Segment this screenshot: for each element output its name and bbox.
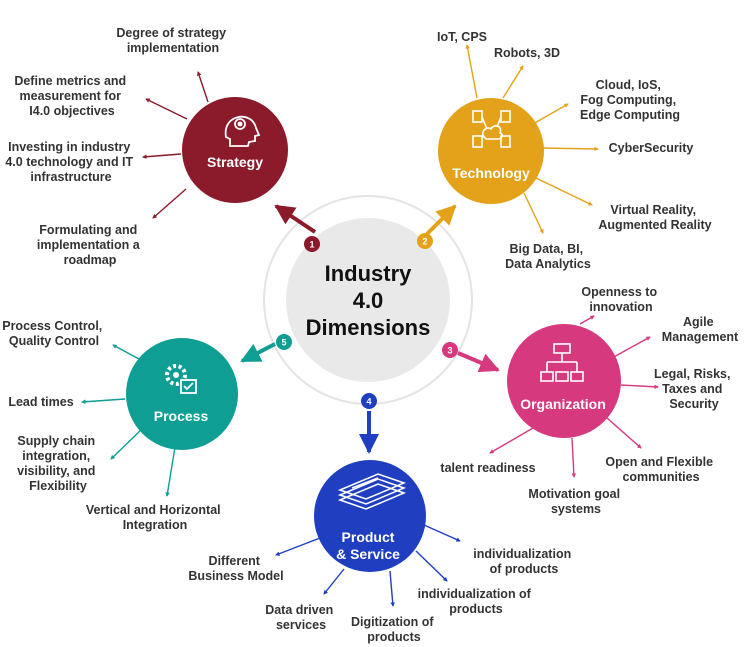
process-item-4: Vertical and Horizontal Integration <box>86 503 224 532</box>
technology-item-2: Robots, 3D <box>494 46 560 60</box>
technology-item-6: Big Data, BI, Data Analytics <box>505 242 591 271</box>
technology-branch-5 <box>535 177 593 206</box>
product-item-1: individualization of products <box>473 547 574 576</box>
product-branch-5 <box>275 537 321 556</box>
process-title: Process <box>154 408 209 424</box>
technology-number: 2 <box>422 237 427 247</box>
product-branch-2 <box>415 550 448 582</box>
product-branch-4 <box>323 568 345 595</box>
center-disc <box>286 218 450 382</box>
strategy-item-1: Degree of strategy implementation <box>116 26 229 55</box>
organization-item-1: Openness to innovation <box>581 285 660 314</box>
center-title-line-1: Industry <box>325 261 413 286</box>
technology-branch-6 <box>523 192 544 234</box>
technology-circle <box>438 98 544 204</box>
technology-item-4: CyberSecurity <box>609 141 694 155</box>
organization-item-3: Legal, Risks, Taxes and Security <box>654 367 734 411</box>
product-branch-1 <box>423 524 461 542</box>
technology-branch-4 <box>540 146 599 152</box>
process-connector <box>240 342 276 363</box>
technology-branch-3 <box>532 103 569 125</box>
strategy-title: Strategy <box>207 154 263 170</box>
technology-item-1: IoT, CPS <box>437 30 487 44</box>
technology-branch-1 <box>465 44 478 99</box>
organization-branch-1 <box>579 315 595 325</box>
organization-node: 3 Organization Openness to innovation Ag… <box>440 285 739 516</box>
process-item-1: Process Control, Quality Control <box>2 319 106 348</box>
organization-branch-2 <box>611 336 651 359</box>
center-title-line-2: 4.0 <box>353 288 384 313</box>
head-gear-icon <box>224 115 261 147</box>
strategy-node: 1 Strategy Degree of strategy implementa… <box>5 26 320 267</box>
organization-branch-3 <box>620 384 659 390</box>
strategy-number-badge <box>304 236 320 252</box>
organization-item-4: Open and Flexible communities <box>605 455 716 484</box>
network-cloud-icon <box>472 110 511 148</box>
product-branch-3 <box>389 570 395 607</box>
strategy-number: 1 <box>309 240 314 250</box>
organization-title: Organization <box>520 396 606 412</box>
document-stack-icon <box>337 473 407 510</box>
organization-number-badge <box>442 342 458 358</box>
technology-node: 2 Technology IoT, CPS Robots, 3D Cloud, … <box>417 30 712 271</box>
org-chart-icon <box>540 343 584 382</box>
organization-branch-4 <box>606 417 642 449</box>
strategy-branch-3 <box>142 153 182 159</box>
process-item-3: Supply chain integration, visibility, an… <box>17 434 99 493</box>
strategy-circle <box>182 97 288 203</box>
product-number-badge <box>361 393 377 409</box>
center-hub: Industry 4.0 Dimensions <box>263 195 473 405</box>
organization-connector <box>457 351 500 373</box>
process-number: 5 <box>281 338 286 348</box>
process-item-2: Lead times <box>8 395 73 409</box>
technology-number-badge <box>417 233 433 249</box>
gear-check-icon <box>165 364 197 394</box>
strategy-branch-2 <box>145 98 188 120</box>
product-item-5: Different Business Model <box>188 554 283 583</box>
organization-number: 3 <box>447 346 452 356</box>
technology-item-5: Virtual Reality, Augmented Reality <box>598 203 711 232</box>
organization-item-5: Motivation goal systems <box>528 487 623 516</box>
product-circle <box>314 460 426 572</box>
strategy-branch-1 <box>197 71 209 103</box>
strategy-item-4: Formulating and implementation a roadmap <box>37 223 143 267</box>
product-number: 4 <box>366 397 371 407</box>
process-node: 5 Process Process Control, Quality Contr… <box>2 319 292 532</box>
strategy-item-2: Define metrics and measurement for I4.0 … <box>14 74 129 118</box>
technology-connector <box>425 204 457 236</box>
organization-branch-5 <box>571 437 577 478</box>
strategy-item-3: Investing in industry 4.0 technology and… <box>5 140 136 184</box>
organization-item-2: Agile Management <box>662 315 739 344</box>
process-circle <box>126 338 238 450</box>
strategy-branch-4 <box>152 188 187 219</box>
product-item-3: Digitization of products <box>351 615 437 644</box>
technology-branch-2 <box>502 65 524 99</box>
organization-branch-6 <box>489 427 534 454</box>
organization-item-6: talent readiness <box>440 461 535 475</box>
product-node: 4 Product & Service individualization of… <box>188 393 574 644</box>
process-branch-1 <box>112 344 140 360</box>
product-title-line-2: & Service <box>336 546 400 562</box>
technology-item-3: Cloud, IoS, Fog Computing, Edge Computin… <box>580 78 680 122</box>
product-item-4: Data driven services <box>265 603 337 632</box>
process-number-badge <box>276 334 292 350</box>
product-title-line-1: Product <box>342 529 395 545</box>
process-branch-3 <box>110 429 142 460</box>
product-item-2: individualization of products <box>418 587 535 616</box>
strategy-connector <box>274 204 317 234</box>
process-branch-2 <box>81 398 126 404</box>
center-title-line-3: Dimensions <box>306 315 431 340</box>
process-branch-4 <box>165 446 176 497</box>
technology-title: Technology <box>452 165 530 181</box>
